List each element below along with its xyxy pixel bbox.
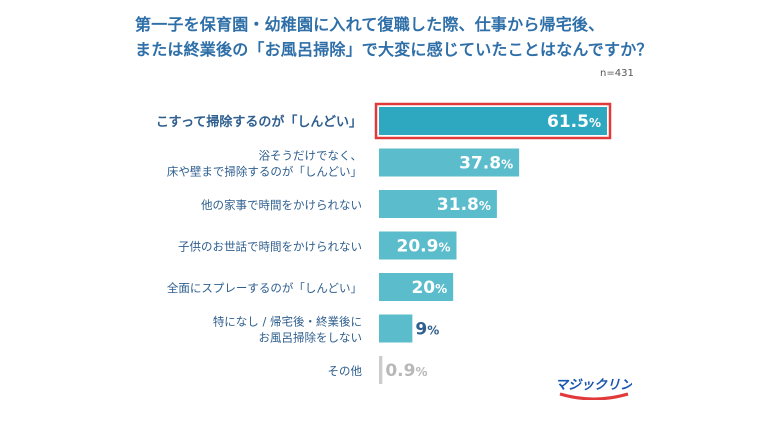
value-label-2: 31.8% (437, 195, 491, 215)
category-label-2: 他の家事で時間をかけられない (201, 198, 362, 212)
value-label-1: 37.8% (459, 154, 513, 174)
svg-text:マジックリン: マジックリン (556, 378, 632, 393)
category-label-0: こすって掃除するのが「しんどい」 (156, 114, 362, 130)
bar-0 (379, 107, 607, 135)
value-label-0: 61.5% (547, 112, 601, 132)
bar-2 (379, 190, 497, 218)
chart-title: 第一子を保育園・幼稚園に入れて復職した際、仕事から帰宅後、 または終業後の「お風… (135, 12, 655, 62)
value-label-4: 20% (411, 278, 447, 298)
bar-1 (379, 148, 520, 177)
title-line-1: 第一子を保育園・幼稚園に入れて復職した際、仕事から帰宅後、 (135, 15, 605, 34)
category-label-5: 特になし / 帰宅後・終業後にお風呂掃除をしない (213, 315, 362, 345)
bar-3 (379, 231, 457, 260)
category-label-6: その他 (328, 364, 363, 378)
title-line-2: または終業後の「お風呂掃除」で大変に感じていたことはなんですか？ (135, 40, 653, 59)
bar-5 (379, 314, 413, 343)
bar-4 (379, 273, 454, 301)
value-label-3: 20.9% (396, 237, 450, 257)
magiclean-logo: マジックリン (556, 370, 632, 400)
value-label-5: 9% (415, 320, 439, 340)
category-label-3: 子供のお世話で時間をかけられない (178, 240, 362, 254)
bar-6 (379, 356, 383, 384)
value-label-6: 0.9% (385, 361, 427, 381)
category-label-1: 浴そうだけでなく、床や壁まで掃除するのが「しんどい」 (167, 149, 362, 179)
category-label-4: 全面にスプレーするのが「しんどい」 (167, 281, 362, 295)
sample-size: n=431 (600, 68, 634, 79)
highlight-border (374, 102, 612, 140)
